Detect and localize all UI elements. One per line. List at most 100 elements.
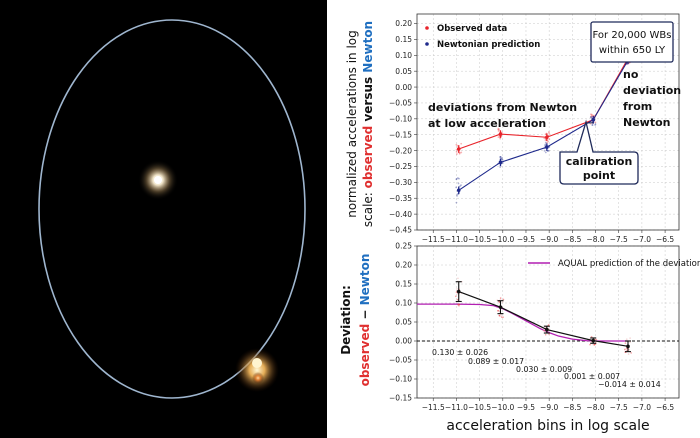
scatter-dot [455, 178, 458, 181]
top-legend: Observed data Newtonian prediction [425, 24, 540, 50]
scatter-dot [497, 309, 499, 312]
scatter-dot [547, 324, 550, 326]
binary-orbit-image [0, 0, 327, 438]
scatter-dot [591, 113, 593, 116]
scatter-dot [628, 348, 630, 351]
scatter-dot [547, 131, 550, 133]
newton-point [591, 117, 596, 122]
scatter-dot [500, 315, 503, 318]
scatter-dot [457, 277, 459, 280]
scatter-dot [629, 341, 631, 343]
scatter-dot [498, 315, 501, 317]
bottom-ylabel-newton: Newton [358, 254, 372, 306]
scatter-dot [497, 127, 500, 130]
scatter-dot [543, 329, 546, 331]
calibration-callout-shape [559, 119, 639, 185]
scatter-dot [543, 137, 546, 140]
scatter-dot [458, 303, 461, 306]
scatter-dot [544, 139, 547, 142]
scatter-dot [460, 151, 463, 154]
deviation-value-label: 0.089 ± 0.017 [468, 357, 524, 366]
scatter-dot [455, 143, 458, 146]
bottom-ylabel-observed: observed [358, 324, 372, 387]
deviation-point [498, 305, 503, 309]
scatter-dot [456, 298, 459, 301]
scatter-dot [594, 124, 597, 126]
deviation-value-label: −0.014 ± 0.014 [598, 380, 661, 389]
scatter-dot [497, 130, 500, 132]
wb-count-box-frame [590, 21, 674, 63]
companion-star-secondary [252, 372, 264, 384]
x-tick-label: −9.5 [517, 403, 535, 412]
scatter-dot [547, 149, 550, 152]
companion-star-glow [235, 348, 279, 392]
scatter-dot [544, 141, 547, 144]
bottom-ylabel-line2: observed − Newton [358, 254, 372, 387]
scatter-dot [594, 121, 597, 124]
x-tick-label: −7.5 [610, 235, 628, 244]
deviation-value-label: 0.130 ± 0.026 [432, 348, 488, 357]
calibration-callout: calibration point [559, 119, 639, 185]
top-ylabel-versus: versus [361, 73, 375, 126]
y-tick-label: −0.10 [389, 375, 412, 384]
y-tick-label: −0.20 [389, 146, 412, 155]
legend-aqual-label: AQUAL prediction of the deviation [558, 259, 700, 269]
y-tick-label: −0.45 [389, 226, 412, 235]
aqual-curve [417, 303, 628, 342]
scatter-dot [456, 288, 458, 290]
y-tick-label: 0.10 [395, 299, 412, 308]
no-deviation-annotation: no deviation from Newton [623, 68, 681, 129]
no-deviation-line4: Newton [623, 116, 670, 129]
scatter-dot [455, 201, 458, 204]
y-tick-label: −0.15 [389, 394, 412, 403]
top-ylabel-line1: normalized accelerations in log [345, 30, 359, 218]
orbit-ellipse [38, 19, 306, 399]
legend-newton-label: Newtonian prediction [437, 40, 540, 50]
x-tick-label: −11.0 [445, 403, 468, 412]
x-tick-label: −10.0 [491, 403, 514, 412]
scatter-dot [594, 123, 597, 126]
scatter-dot [501, 156, 503, 159]
primary-star [154, 176, 162, 184]
scatter-dot [455, 177, 458, 180]
scatter-dot [590, 113, 592, 116]
bottom-ylabel-minus: − [358, 305, 372, 323]
legend-newton-marker [425, 42, 429, 46]
scatter-dot [547, 333, 550, 335]
scatter-dot [456, 177, 459, 179]
scatter-dot [590, 336, 593, 338]
scatter-dot [458, 177, 460, 180]
y-tick-label: 0.05 [395, 67, 412, 76]
no-deviation-line3: from [623, 100, 652, 113]
scatter-dot [501, 301, 504, 303]
scatter-dot [627, 353, 630, 355]
deviation-annotation-line2: at low acceleration [428, 117, 546, 130]
scatter-dot [544, 144, 546, 147]
top-ylabel-newton: Newton [361, 21, 375, 73]
x-tick-label: −10.5 [468, 235, 491, 244]
scatter-dot [458, 304, 460, 307]
scatter-dot [499, 298, 502, 300]
deviation-point [626, 344, 630, 349]
x-tick-label: −7.5 [610, 403, 628, 412]
scatter-dot [546, 141, 549, 144]
bottom-series [417, 277, 679, 355]
newton-point [498, 160, 503, 165]
legend-observed-label: Observed data [437, 24, 508, 34]
calibration-line2: point [583, 169, 615, 182]
x-tick-label: −7.0 [633, 235, 651, 244]
scatter-dot [502, 298, 505, 301]
scatter-dot [460, 184, 462, 187]
top-chart: −11.5 −11.0 −10.5 −10.0 −9.5 −9.0 −8.5 −8.0 −7.5… [345, 13, 681, 244]
scatter-dot [542, 329, 545, 331]
scatter-dot [455, 150, 458, 153]
scatter-dot [590, 115, 593, 118]
y-tick-label: −0.30 [389, 178, 412, 187]
wb-count-line1: For 20,000 WBs [593, 30, 672, 41]
scatter-dot [457, 182, 460, 185]
y-tick-label: −0.10 [389, 115, 412, 124]
x-tick-label: −8.0 [586, 403, 604, 412]
x-tick-label: −11.5 [422, 235, 445, 244]
top-ticks: −11.5 −11.0 −10.5 −10.0 −9.5 −9.0 −8.5 −8.0 −7.5… [389, 19, 674, 244]
scatter-dot [455, 291, 458, 293]
